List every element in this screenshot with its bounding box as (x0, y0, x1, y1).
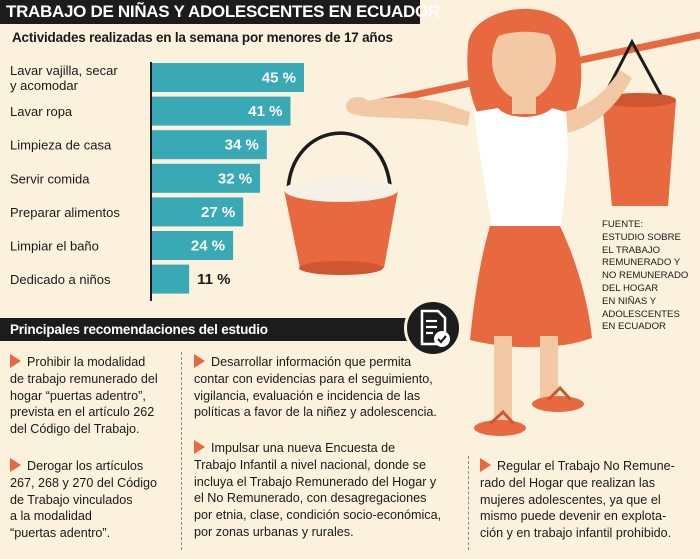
bar-value-label: 11 % (197, 271, 230, 288)
category-label: Lavar ropa (10, 104, 73, 119)
source-line: EN NIÑAS Y (602, 295, 657, 307)
chart-title: Actividades realizadas en la semana por … (12, 30, 393, 45)
recommendation-line: vigilancia, evaluación e incidencia de l… (194, 388, 421, 403)
divider (181, 352, 182, 550)
recommendation-line: por zonas urbanas y rurales. (194, 524, 354, 539)
recommendation-line: Regular el Trabajo No Remune- (480, 458, 675, 475)
source-line: ESTUDIO SOBRE (602, 231, 681, 243)
recommendation-line: ción y en trabajo infantil prohibido. (480, 526, 672, 541)
category-label: Limpieza de casa (10, 138, 112, 153)
bar-value-label: 34 % (225, 137, 259, 154)
recommendation-item: Regular el Trabajo No Remune-rado del Ho… (480, 458, 675, 542)
recommendation-line: mismo puede devenir en explota- (480, 509, 667, 524)
triangle-bullet-icon (10, 354, 21, 368)
recommendation-line: incluya el Trabajo Remunerado del Hogar … (194, 474, 437, 489)
bar-value-label: 24 % (191, 238, 225, 255)
category-label: Limpiar el baño (10, 239, 99, 254)
source-line: FUENTE: (602, 219, 644, 230)
category-label: Servir comida (10, 171, 90, 186)
recommendation-line: mujeres adolescentes, ya que el (480, 492, 661, 507)
triangle-bullet-icon (194, 440, 205, 454)
recommendation-line: de Trabajo vinculados (10, 492, 133, 507)
recommendation-line: por etnia, clase, condición socio-económ… (194, 508, 442, 523)
source-note: FUENTE: ESTUDIO SOBRE EL TRABAJO REMUNERADO… (602, 219, 697, 334)
recommendation-line: políticas a favor de la niñez y adolesce… (194, 405, 437, 420)
bar-value-label: 27 % (201, 204, 235, 221)
document-badge (404, 299, 462, 357)
category-label: Preparar alimentos (10, 205, 120, 220)
recommendation-line: del Código del Trabajo. (10, 422, 140, 437)
bar-value-label: 45 % (262, 70, 296, 87)
bar-value-label: 41 % (248, 103, 282, 120)
recommendation-line: prevista en el artículo 262 (10, 405, 155, 420)
girl-illustration (284, 8, 700, 436)
bar (152, 163, 261, 193)
recommendation-line: contar con evidencias para el seguimient… (194, 371, 433, 386)
recommendation-line: Trabajo Infantil a nivel nacional, donde… (194, 457, 426, 472)
triangle-bullet-icon (194, 354, 205, 368)
recommendation-item: Derogar los artículos 267, 268 y 270 del … (10, 458, 157, 542)
recommendation-line: “puertas adentro”. (10, 526, 111, 541)
source-line: DEL HOGAR (602, 282, 659, 294)
bar (152, 63, 304, 92)
recommendation-line: de trabajo remunerado del (10, 371, 158, 386)
bar (152, 264, 190, 294)
page-title: TRABAJO DE NIÑAS Y ADOLESCENTES EN ECUAD… (0, 0, 440, 24)
source-line: NO REMUNERADO (602, 270, 689, 282)
triangle-bullet-icon (10, 458, 21, 472)
recommendation-line: Derogar los artículos (10, 458, 157, 475)
bar (152, 197, 244, 227)
bar (152, 96, 291, 126)
recommendation-line: el No Remunerado, con desagregaciones (194, 491, 427, 506)
recommendations-header: Principales recomendaciones del estudio (0, 318, 410, 341)
bar-value-label: 32 % (218, 170, 252, 187)
recommendation-line: Desarrollar información que permita (194, 354, 437, 371)
source-line: EL TRABAJO (602, 244, 661, 256)
category-label: Dedicado a niños (10, 272, 111, 287)
recommendation-line: rado del Hogar que realizan las (480, 475, 656, 490)
recommendation-item: Desarrollar información que permita conta… (194, 354, 437, 421)
recommendation-line: Impulsar una nueva Encuesta de (194, 440, 441, 457)
bar (152, 130, 267, 160)
document-check-icon (420, 309, 450, 347)
recommendation-line: hogar “puertas adentro”, (10, 388, 146, 403)
source-line: ADOLESCENTES (602, 308, 680, 320)
divider (468, 456, 469, 550)
recommendation-line: a la modalidad (10, 509, 92, 524)
category-label: Lavar vajilla, secar y acomodar (10, 63, 118, 93)
triangle-bullet-icon (480, 458, 491, 472)
recommendation-line: 267, 268 y 270 del Código (10, 475, 158, 490)
bar (152, 231, 234, 260)
recommendation-line: Prohibir la modalidad (10, 354, 158, 371)
source-line: REMUNERADO Y (602, 257, 681, 269)
recommendation-item: Impulsar una nueva Encuesta de Trabajo In… (194, 440, 441, 541)
source-line: EN ECUADOR (602, 321, 666, 333)
recommendation-item: Prohibir la modalidad de trabajo remunera… (10, 354, 158, 438)
